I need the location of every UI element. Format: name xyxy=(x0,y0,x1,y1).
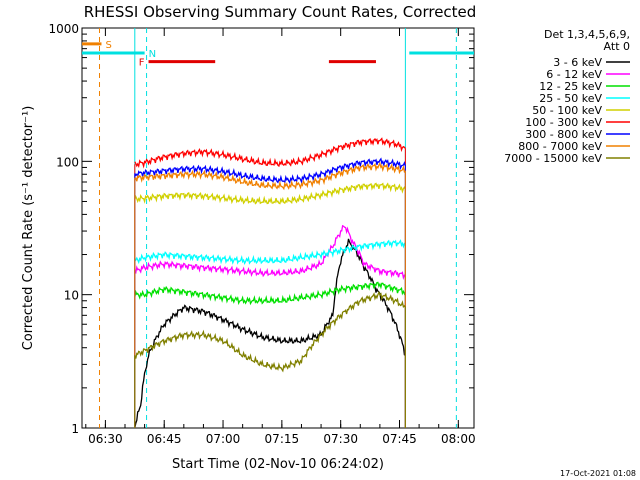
legend-label-4: 50 - 100 keV xyxy=(532,104,602,117)
x-tick-label-1: 06:45 xyxy=(147,432,182,446)
series-line-6 xyxy=(134,157,407,185)
series-line-5 xyxy=(134,137,406,169)
x-tick-label-3: 07:15 xyxy=(265,432,300,446)
legend-label-2: 12 - 25 keV xyxy=(539,80,602,93)
plot-area: SNF 06:30 06:45 07:00 07:15 07:30 07:45 08:00 … xyxy=(48,22,475,446)
x-tick-label-5: 07:45 xyxy=(382,432,417,446)
legend-label-7: 800 - 7000 keV xyxy=(518,140,602,153)
legend-header-line-2: Att 0 xyxy=(604,40,630,53)
y-tick-label-1: 10 xyxy=(64,289,79,303)
series-line-0 xyxy=(134,238,406,429)
legend-label-5: 100 - 300 keV xyxy=(525,116,602,129)
series-line-2 xyxy=(134,281,406,306)
plot-frame xyxy=(81,27,475,429)
legend-label-0: 3 - 6 keV xyxy=(553,56,602,69)
x-axis-ticks: 06:30 06:45 07:00 07:15 07:30 07:45 08:00 xyxy=(85,28,476,446)
series-line-1 xyxy=(134,224,406,280)
x-tick-label-2: 07:00 xyxy=(206,432,241,446)
y-tick-label-2: 100 xyxy=(56,155,79,169)
y-axis-ticks: 1 10 100 1000 xyxy=(48,22,474,436)
y-tick-label-3: 1000 xyxy=(48,22,79,36)
flag-bars: S NF xyxy=(82,40,474,69)
x-tick-label-4: 07:30 xyxy=(323,432,358,446)
chart-title: RHESSI Observing Summary Count Rates, Co… xyxy=(84,3,477,21)
series-line-4 xyxy=(134,182,406,205)
legend-label-8: 7000 - 15000 keV xyxy=(504,152,602,165)
x-axis-label: Start Time (02-Nov-10 06:24:02) xyxy=(172,457,384,472)
series-line-8 xyxy=(134,290,406,373)
y-axis-label: Corrected Count Rate (s⁻¹ detector⁻¹) xyxy=(21,106,36,351)
flag-label-n: N xyxy=(149,49,156,60)
flag-label-s: S xyxy=(105,40,111,51)
legend-label-6: 300 - 800 keV xyxy=(525,128,602,141)
footer-timestamp: 17-Oct-2021 01:08 xyxy=(560,469,636,478)
legend-label-1: 6 - 12 keV xyxy=(546,68,602,81)
y-tick-label-0: 1 xyxy=(71,422,79,436)
legend-label-3: 25 - 50 keV xyxy=(539,92,602,105)
x-tick-label-6: 08:00 xyxy=(441,432,476,446)
flag-label-f: F xyxy=(139,58,145,69)
series-lines xyxy=(134,137,407,429)
series-line-3 xyxy=(134,239,406,265)
legend-header-line-1: Det 1,3,4,5,6,9, xyxy=(544,28,630,41)
x-tick-label-0: 06:30 xyxy=(88,432,123,446)
series-line-7 xyxy=(134,161,406,191)
